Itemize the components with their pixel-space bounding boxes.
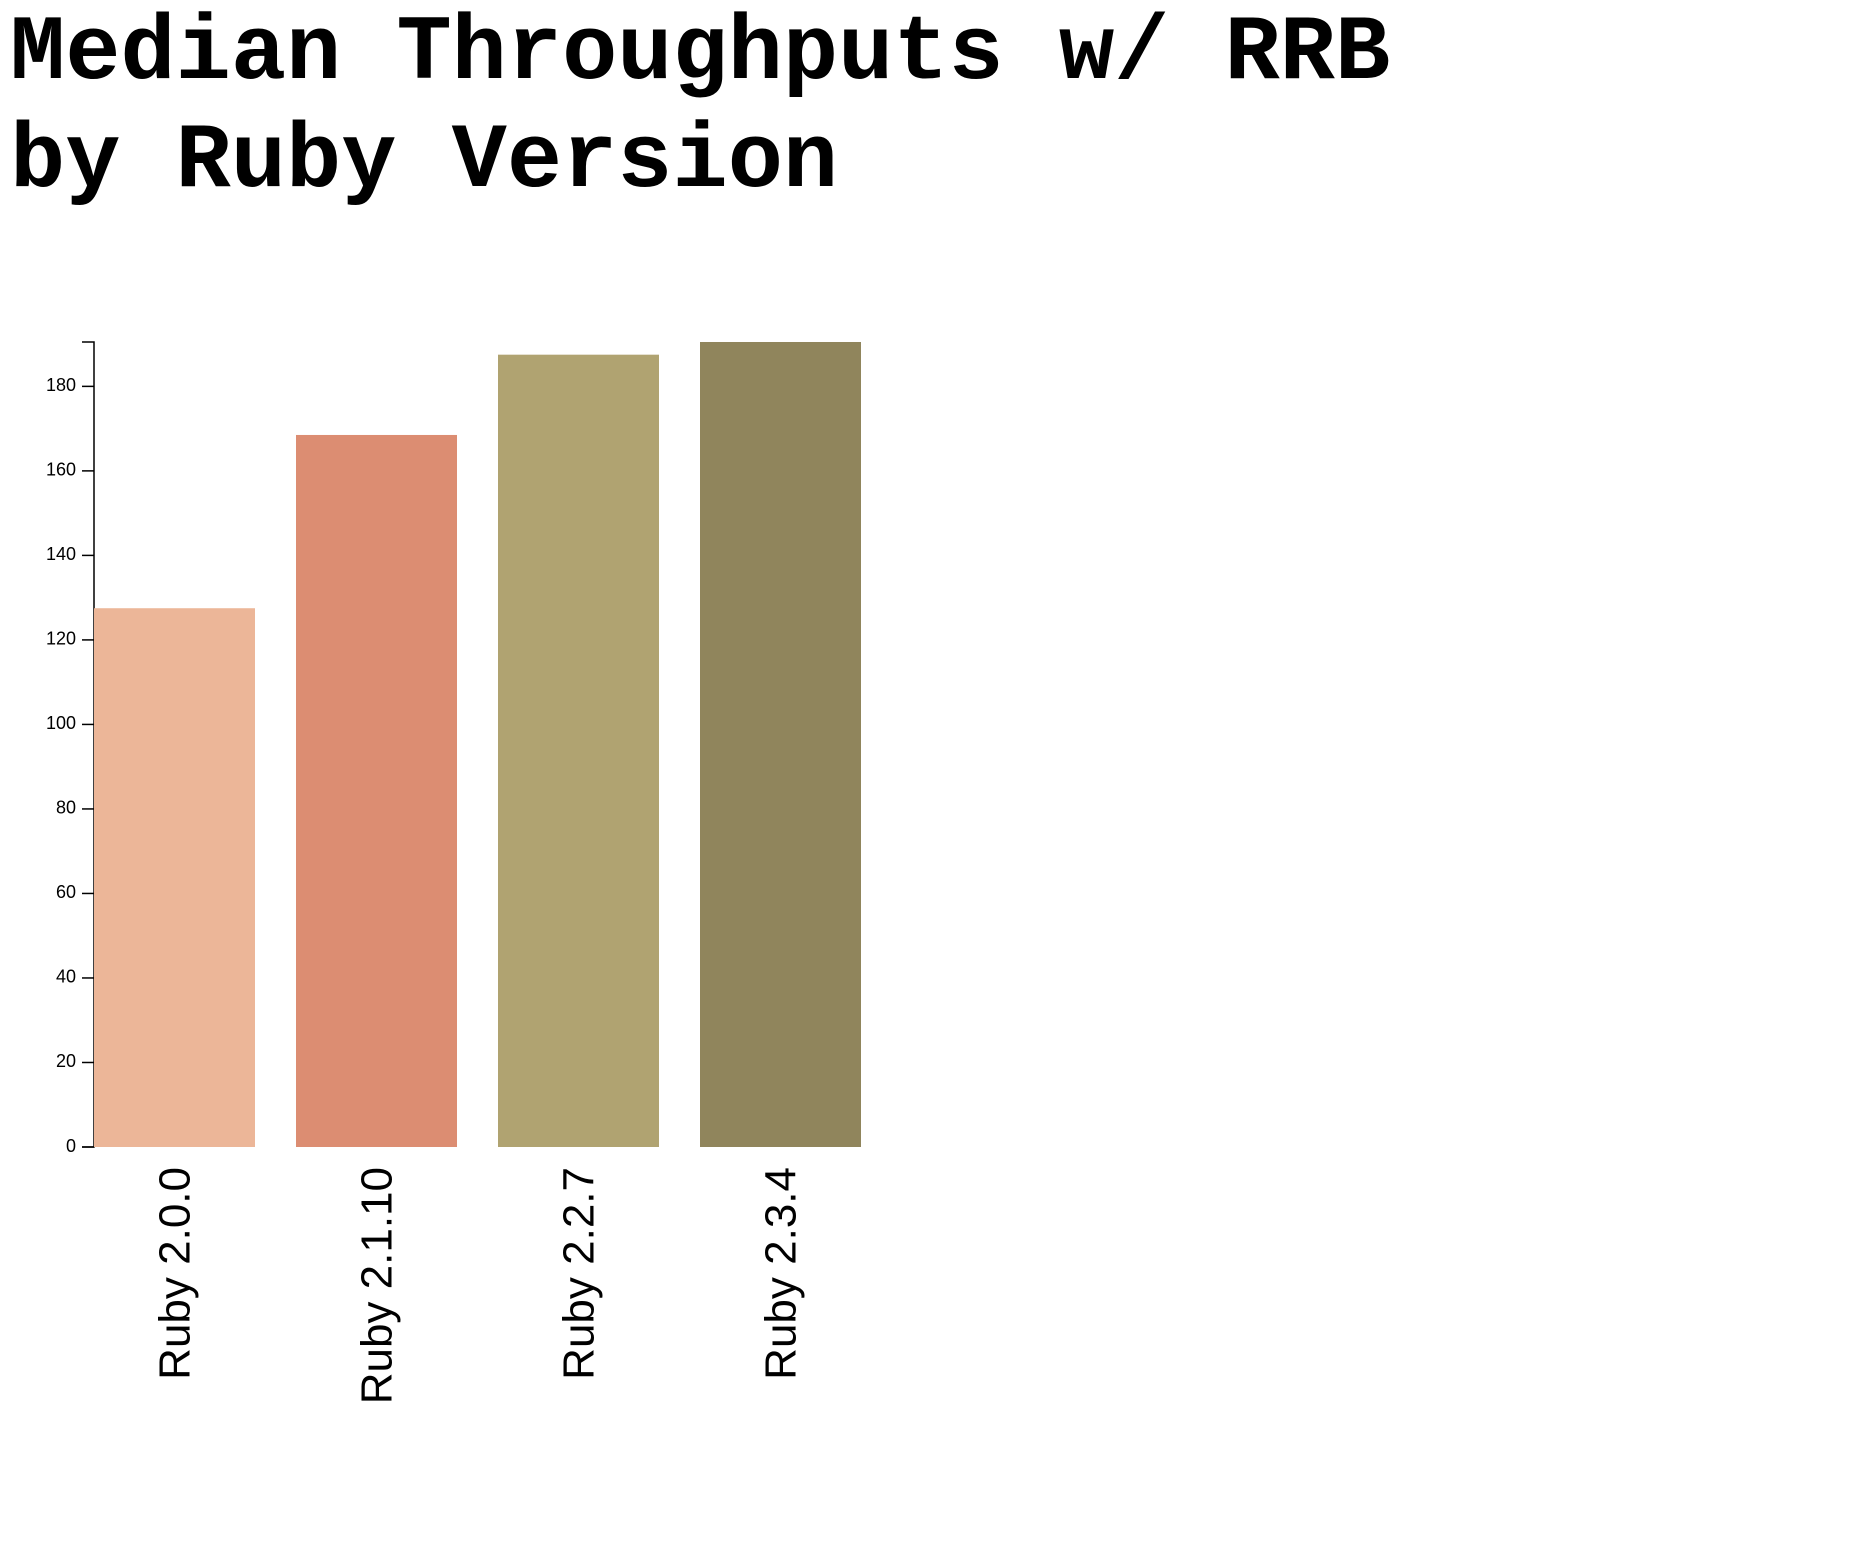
chart-title: Median Throughputs w/ RRB by Ruby Versio…	[10, 0, 1390, 216]
x-tick-label: Ruby 2.2.7	[555, 1167, 604, 1380]
x-tick-label: Ruby 2.1.10	[353, 1167, 402, 1404]
x-axis-labels: Ruby 2.0.0 Ruby 2.1.10 Ruby 2.2.7 Ruby 2.3.…	[151, 1167, 806, 1404]
bar-ruby-2-2-7	[498, 354, 659, 1148]
y-tick-label: 0	[66, 1136, 76, 1156]
bar-ruby-2-0-0	[94, 608, 255, 1147]
y-tick-label: 180	[46, 375, 76, 395]
y-tick-label: 80	[56, 798, 76, 818]
bar-ruby-2-3-4	[700, 342, 861, 1147]
chart-title-line-1: Median Throughputs w/ RRB	[10, 1, 1391, 106]
bars	[94, 342, 861, 1148]
x-tick-label: Ruby 2.0.0	[151, 1167, 200, 1380]
y-tick-label: 40	[56, 967, 76, 987]
y-tick-label: 140	[46, 544, 76, 564]
x-tick-label: Ruby 2.3.4	[757, 1167, 806, 1380]
y-tick-label: 60	[56, 882, 76, 902]
chart-title-line-2: by Ruby Version	[10, 109, 839, 214]
y-tick-label: 100	[46, 713, 76, 733]
y-tick-label: 20	[56, 1051, 76, 1071]
y-axis: 0 20 40 60 80 100 120 140 160 180	[46, 341, 95, 1156]
y-tick-label: 120	[46, 629, 76, 649]
y-tick-label: 160	[46, 460, 76, 480]
bar-ruby-2-1-10	[296, 434, 457, 1147]
y-axis-line	[82, 341, 95, 1148]
